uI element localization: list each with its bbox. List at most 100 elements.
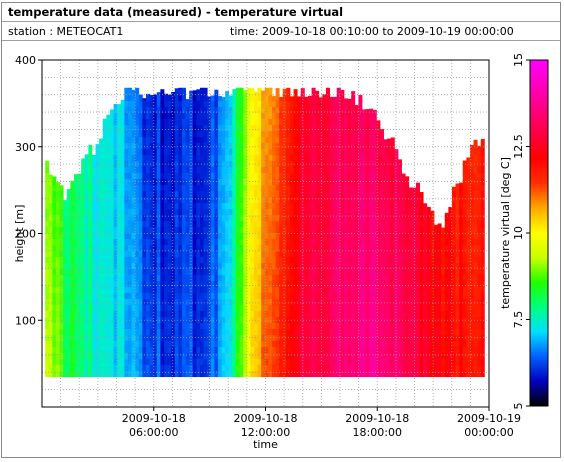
- heatmap-cell: [300, 280, 305, 288]
- heatmap-cell: [135, 100, 140, 108]
- heatmap-cell: [77, 370, 82, 378]
- heatmap-cell: [322, 184, 327, 192]
- heatmap-cell: [293, 118, 298, 126]
- heatmap-cell: [120, 274, 125, 282]
- heatmap-cell: [117, 130, 122, 138]
- heatmap-cell: [73, 262, 78, 270]
- heatmap-cell: [358, 364, 363, 372]
- heatmap-cell: [365, 160, 370, 168]
- heatmap-cell: [185, 124, 190, 132]
- heatmap-cell: [347, 190, 352, 198]
- heatmap-cell: [243, 148, 248, 156]
- heatmap-cell: [459, 280, 464, 288]
- heatmap-cell: [138, 274, 143, 282]
- heatmap-cell: [189, 352, 194, 360]
- heatmap-cell: [315, 268, 320, 276]
- heatmap-cell: [91, 280, 96, 288]
- heatmap-cell: [113, 292, 118, 300]
- heatmap-cell: [88, 316, 93, 324]
- heatmap-cell: [217, 196, 222, 204]
- heatmap-cell: [336, 238, 341, 246]
- heatmap-cell: [45, 172, 50, 180]
- heatmap-cell: [351, 334, 356, 342]
- heatmap-cell: [451, 274, 456, 282]
- heatmap-cell: [279, 316, 284, 324]
- heatmap-cell: [419, 286, 424, 294]
- heatmap-cell: [261, 196, 266, 204]
- heatmap-cell: [52, 208, 57, 216]
- heatmap-cell: [138, 100, 143, 108]
- heatmap-cell: [397, 364, 402, 372]
- heatmap-cell: [451, 202, 456, 210]
- heatmap-cell: [196, 118, 201, 126]
- heatmap-cell: [127, 292, 132, 300]
- heatmap-cell: [250, 166, 255, 174]
- heatmap-cell: [376, 172, 381, 180]
- heatmap-cell: [304, 256, 309, 264]
- heatmap-cell: [135, 352, 140, 360]
- heatmap-cell: [225, 346, 230, 354]
- heatmap-cell: [178, 190, 183, 198]
- heatmap-cell: [322, 262, 327, 270]
- heatmap-cell: [178, 286, 183, 294]
- heatmap-cell: [246, 202, 251, 210]
- heatmap-cell: [174, 190, 179, 198]
- heatmap-cell: [149, 100, 154, 108]
- heatmap-cell: [261, 262, 266, 270]
- heatmap-cell: [336, 340, 341, 348]
- heatmap-cell: [199, 94, 204, 102]
- heatmap-cell: [70, 180, 75, 186]
- heatmap-cell: [117, 328, 122, 336]
- heatmap-cell: [264, 322, 269, 330]
- heatmap-cell: [307, 274, 312, 282]
- heatmap-cell: [149, 370, 154, 378]
- heatmap-cell: [239, 298, 244, 306]
- heatmap-cell: [372, 280, 377, 288]
- heatmap-cell: [311, 196, 316, 204]
- heatmap-cell: [300, 130, 305, 138]
- heatmap-cell: [253, 106, 258, 114]
- heatmap-cell: [437, 280, 442, 288]
- heatmap-cell: [441, 232, 446, 240]
- heatmap-cell: [235, 316, 240, 324]
- heatmap-cell: [88, 166, 93, 174]
- heatmap-cell: [120, 166, 125, 174]
- heatmap-cell: [264, 256, 269, 264]
- heatmap-cell: [52, 232, 57, 240]
- heatmap-cell: [55, 298, 60, 306]
- heatmap-cell: [73, 358, 78, 366]
- heatmap-cell: [318, 250, 323, 258]
- heatmap-cell: [77, 190, 82, 198]
- heatmap-cell: [235, 100, 240, 108]
- heatmap-cell: [315, 322, 320, 330]
- heatmap-cell: [307, 298, 312, 306]
- heatmap-cell: [282, 370, 287, 378]
- heatmap-cell: [383, 244, 388, 252]
- heatmap-cell: [329, 334, 334, 342]
- heatmap-cell: [192, 274, 197, 282]
- heatmap-cell: [340, 304, 345, 312]
- heatmap-cell: [63, 358, 68, 366]
- heatmap-cell: [282, 88, 287, 96]
- heatmap-cell: [390, 142, 395, 150]
- heatmap-cell: [340, 286, 345, 294]
- heatmap-cell: [253, 262, 258, 270]
- heatmap-cell: [131, 172, 136, 180]
- heatmap-cell: [415, 304, 420, 312]
- heatmap-cell: [117, 310, 122, 318]
- heatmap-cell: [178, 184, 183, 192]
- heatmap-cell: [84, 316, 89, 324]
- heatmap-cell: [379, 286, 384, 294]
- heatmap-cell: [394, 196, 399, 204]
- heatmap-cell: [365, 148, 370, 156]
- heatmap-cell: [127, 226, 132, 234]
- heatmap-cell: [279, 310, 284, 318]
- heatmap-cell: [261, 352, 266, 360]
- heatmap-cell: [149, 184, 154, 192]
- heatmap-cell: [412, 220, 417, 228]
- heatmap-cell: [333, 112, 338, 120]
- heatmap-cell: [250, 208, 255, 216]
- heatmap-cell: [261, 238, 266, 246]
- heatmap-cell: [95, 322, 100, 330]
- heatmap-cell: [261, 148, 266, 156]
